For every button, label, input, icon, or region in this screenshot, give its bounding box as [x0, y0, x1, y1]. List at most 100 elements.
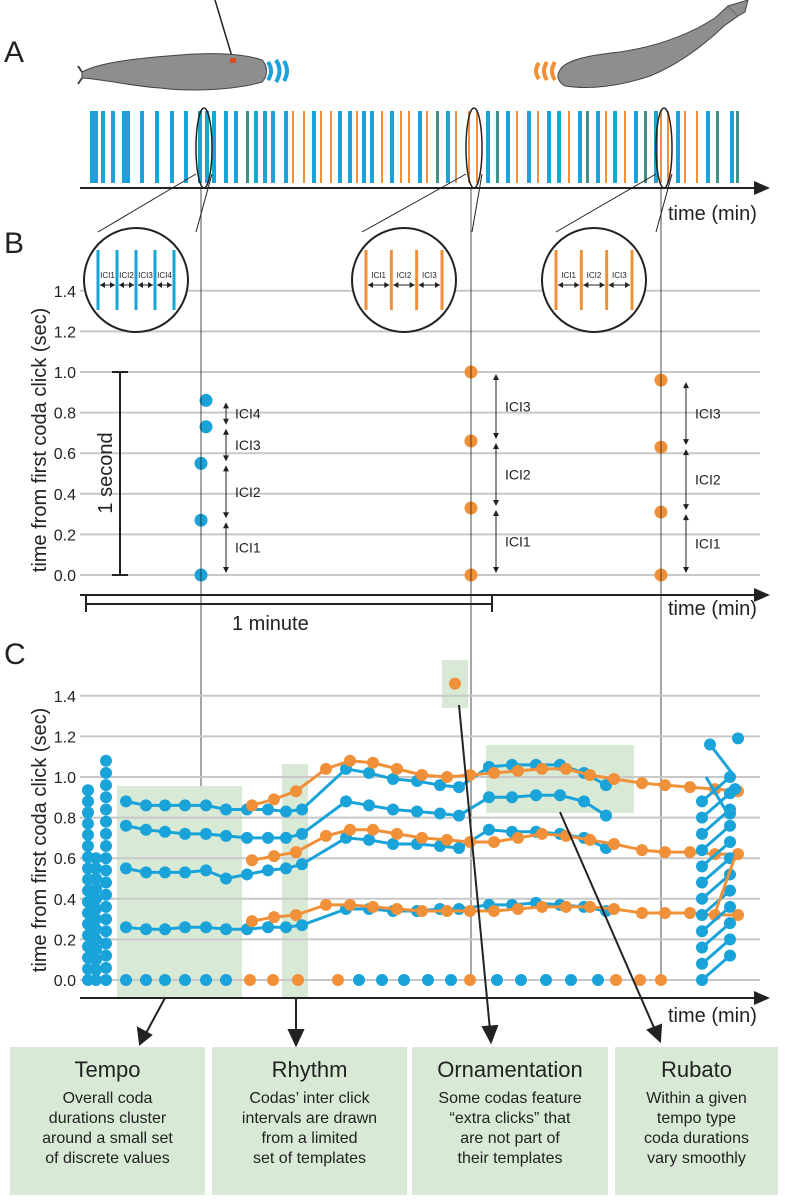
- coda-series-point: [159, 974, 171, 986]
- coda-series-point: [391, 902, 403, 915]
- coda-series-point: [296, 827, 308, 840]
- time-axis-b: [80, 588, 770, 602]
- coda-series-point: [434, 779, 446, 792]
- panel-b-grid: [80, 289, 760, 576]
- coda-series-point: [434, 807, 446, 820]
- coda-series-point: [655, 974, 667, 986]
- click-bar: [547, 111, 551, 183]
- coda-series-point: [696, 909, 708, 922]
- coda-series-point: [724, 900, 736, 913]
- coda-series-point: [391, 762, 403, 775]
- ici-arrowhead: [683, 382, 689, 389]
- card-ornamentation-line: their templates: [457, 1150, 563, 1167]
- zoom-circle-left: ICI1 ICI2 ICI3 ICI4: [83, 227, 189, 333]
- y-tick-label: 0.0: [54, 973, 76, 990]
- coda-series-point: [536, 762, 548, 775]
- coda-series-point: [704, 738, 716, 751]
- coda-series-point: [724, 819, 736, 832]
- coda-series-point: [636, 777, 648, 790]
- ici-label: ICI2: [695, 472, 721, 488]
- coda-series-point: [90, 933, 102, 946]
- card-ornamentation: Ornamentation Some codas feature “extra …: [412, 1047, 608, 1195]
- card-arrows: [136, 704, 663, 1048]
- panel-c-y-label: time from first coda click (sec): [29, 708, 51, 972]
- coda-series-point: [268, 793, 280, 806]
- coda-series-point: [290, 909, 302, 922]
- coda-series-point: [140, 866, 152, 879]
- click-bar: [506, 111, 510, 183]
- card-rubato: Rubato Within a given tempo type coda du…: [615, 1047, 778, 1195]
- coda-series-point: [280, 862, 292, 875]
- y-tick-label: 0.4: [54, 487, 76, 504]
- coda-series-point: [320, 829, 332, 842]
- card-tempo-line: of discrete values: [45, 1150, 170, 1167]
- zoom-arrowhead: [110, 282, 115, 288]
- coda-series-point: [179, 827, 191, 840]
- zoom-circle-middle: ICI1 ICI2 ICI3: [351, 227, 457, 333]
- zoom-circle: [351, 227, 457, 333]
- panel-b-ticks: 0.0 0.2 0.4 0.6 0.8 1.0 1.2 1.4: [54, 284, 76, 585]
- coda-series-line: [701, 824, 731, 852]
- coda-series-point: [659, 907, 671, 920]
- coda-series-point: [90, 923, 102, 936]
- zoom-arrowhead: [119, 282, 124, 288]
- coda-series-point: [554, 789, 566, 802]
- click-bar: [370, 111, 374, 183]
- click-bar: [263, 111, 267, 183]
- coda-series-point: [483, 791, 495, 804]
- click-bar: [736, 111, 739, 183]
- coda-series-point: [453, 809, 465, 822]
- coda-series-point: [90, 953, 102, 966]
- coda-series-point: [696, 892, 708, 905]
- zoom-circle: [541, 227, 647, 333]
- zoom-circle-right: ICI1 ICI2 ICI3: [541, 227, 647, 333]
- ici-label: ICI2: [505, 467, 531, 483]
- zoom-ici-label: ICI1: [371, 271, 386, 280]
- coda-click-point: [199, 420, 213, 434]
- coda-series-point: [332, 974, 344, 986]
- click-bar: [557, 111, 561, 183]
- ici-arrowhead: [493, 567, 499, 573]
- zoom-arrowhead: [368, 282, 373, 288]
- click-bar: [362, 111, 366, 183]
- coda-series-point: [464, 835, 476, 848]
- coda-series-point: [90, 872, 102, 885]
- coda-series-point: [244, 974, 256, 986]
- coda-series-point: [696, 941, 708, 954]
- coda-series-point: [729, 783, 741, 796]
- click-bar: [126, 111, 130, 183]
- coda-series-point: [696, 860, 708, 873]
- click-bar: [634, 111, 638, 183]
- click-bar: [292, 111, 294, 183]
- coda-series-point: [159, 799, 171, 812]
- coda-highlight-right: [655, 107, 673, 189]
- coda-series-point: [220, 829, 232, 842]
- coda-series-point: [453, 902, 465, 915]
- coda-series-point: [578, 795, 590, 808]
- coda-series-point: [90, 913, 102, 926]
- coda-series-point: [515, 974, 527, 986]
- coda-series-point: [280, 831, 292, 844]
- click-bar: [224, 111, 228, 183]
- click-bar: [155, 111, 159, 183]
- coda-series-point: [82, 806, 94, 819]
- zoom-arrowhead: [148, 282, 153, 288]
- coda-series-point: [608, 837, 620, 850]
- coda-series-point: [179, 921, 191, 934]
- coda-series-line: [701, 954, 731, 982]
- coda-click-point: [199, 393, 213, 407]
- card-tempo-line: around a small set: [42, 1130, 173, 1147]
- coda-series-point: [120, 862, 132, 875]
- y-tick-label: 0.2: [54, 527, 76, 544]
- coda-series-point: [220, 872, 232, 885]
- y-tick-label: 0.6: [54, 851, 76, 868]
- coda-series-point: [100, 961, 112, 974]
- zoom-arrowhead: [129, 282, 134, 288]
- zoom-ici-label: ICI1: [100, 271, 115, 280]
- coda-series-line: [713, 853, 738, 914]
- card-ornamentation-line: Some codas feature: [438, 1090, 582, 1107]
- coda-series-point: [367, 900, 379, 913]
- coda-series-line: [701, 905, 731, 933]
- y-tick-label: 1.4: [54, 689, 76, 706]
- coda-series-point: [488, 766, 500, 779]
